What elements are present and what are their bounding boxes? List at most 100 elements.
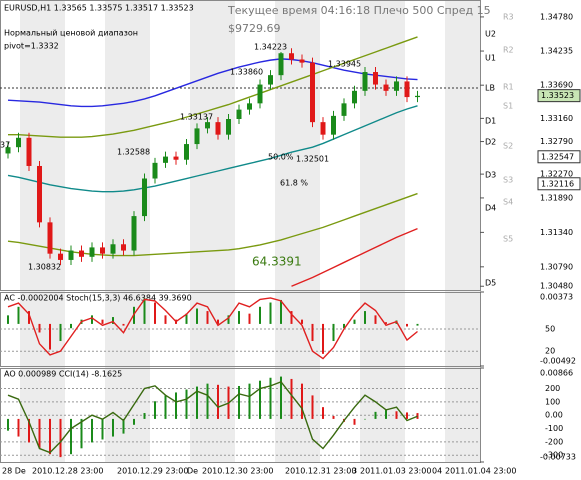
histogram-bar: [238, 385, 240, 419]
y-tick-label: 1.31890: [540, 193, 573, 202]
candle-body: [205, 122, 210, 129]
level-label: U1: [485, 54, 496, 63]
histogram-bar: [49, 323, 51, 350]
y2-tick-label: 100: [545, 397, 560, 406]
histogram-bar: [175, 392, 177, 419]
histogram-bar: [248, 313, 251, 324]
annotation: 1.33860: [230, 68, 263, 77]
candle-body: [131, 216, 137, 251]
candle-body: [226, 119, 231, 135]
candle-body: [236, 109, 242, 120]
histogram-bar: [17, 418, 20, 437]
histogram-bar: [290, 378, 293, 419]
level-label: R2: [503, 46, 514, 55]
candle-body: [5, 147, 11, 154]
x-tick-label: 28 De: [2, 467, 26, 476]
histogram-bar: [406, 323, 408, 327]
histogram-bar: [112, 317, 114, 324]
frames: [0, 0, 481, 463]
histogram-bar: [217, 384, 219, 419]
histogram-bar: [364, 311, 366, 324]
y2-tick-label: 20: [545, 347, 555, 356]
price-marker-label: 1.33523: [541, 91, 574, 100]
candle-body: [289, 53, 294, 60]
candle-body: [89, 247, 95, 257]
annotation: pivot=1.3332: [4, 42, 59, 51]
histogram-bar: [91, 315, 93, 324]
histogram-bar: [206, 383, 209, 419]
histogram-bar: [143, 413, 146, 419]
annotation: 61.8 %: [280, 179, 308, 188]
candle-body: [121, 244, 126, 251]
level-label: R3: [503, 13, 514, 22]
histogram-bar: [7, 315, 9, 324]
histogram-bar: [301, 319, 303, 324]
candle-body: [341, 103, 347, 116]
level-label: D3: [485, 171, 496, 180]
y-tick-label: 1.30480: [540, 282, 573, 291]
y-tick-label: 1.34235: [540, 47, 573, 56]
histogram-bar: [91, 418, 93, 443]
histogram-bar: [59, 418, 62, 458]
indicator-line: [8, 36, 418, 138]
candle-body: [184, 144, 189, 160]
annotation: 1.33945: [328, 60, 361, 69]
candle-body: [415, 95, 420, 98]
x-tick-label: 04: [432, 467, 442, 476]
histogram-bar: [101, 418, 104, 440]
histogram-bar: [301, 383, 303, 419]
histogram-bar: [259, 380, 261, 419]
indicator-line: [7, 192, 418, 257]
indicator-line: [7, 381, 418, 454]
histogram-bar: [343, 323, 345, 329]
y-tick-label: 1.32270: [540, 170, 573, 179]
x-tick-label: 2011.01.04 23:00: [445, 467, 516, 476]
histogram-bar: [353, 418, 356, 425]
level-label: U2: [485, 30, 496, 39]
histogram-bar: [185, 313, 188, 324]
histogram-bar: [227, 315, 230, 324]
histogram-bar: [206, 311, 209, 324]
y2-tick-label: 200: [545, 384, 560, 393]
candle-body: [152, 162, 158, 179]
y-tick-label: 0.00866: [540, 369, 573, 378]
histogram-bar: [70, 418, 72, 455]
level-label: D5: [485, 279, 496, 288]
price-marker: [537, 89, 581, 103]
candle-body: [26, 137, 32, 166]
histogram-bar: [395, 411, 398, 419]
candle-body: [37, 165, 42, 223]
histogram-bar: [406, 412, 408, 419]
candle-body: [362, 72, 368, 91]
y-tick-label: 1.30790: [540, 262, 573, 271]
histogram-bar: [196, 308, 198, 324]
histogram-bar: [353, 319, 356, 324]
y-tick-label: 1.31340: [540, 228, 573, 237]
y2-tick-label: -200: [545, 437, 563, 446]
annotation: 1.33137: [180, 113, 213, 122]
candle-body: [257, 84, 263, 104]
candle-body: [331, 115, 336, 135]
x-tick-label: 2010.12.31 23:00: [285, 467, 356, 476]
annotation: 1.32501: [296, 155, 329, 164]
histogram-bar: [269, 302, 272, 324]
candle-body: [100, 247, 105, 254]
x-tick-label: 2010.12.28 23:00: [32, 467, 103, 476]
candle-body: [142, 178, 147, 217]
histogram-bar: [17, 306, 20, 324]
histogram-bar: [385, 410, 387, 419]
histogram-bar: [196, 386, 198, 419]
annotation: 37: [0, 141, 10, 150]
histogram-bar: [122, 323, 125, 326]
histogram-bar: [280, 299, 282, 324]
candle-body: [173, 156, 179, 160]
histogram-bar: [143, 298, 146, 324]
histogram-bar: [332, 323, 335, 342]
x-tick-label: De: [187, 467, 198, 476]
histogram-bar: [385, 322, 387, 324]
candle-body: [79, 250, 84, 257]
level-label: D1: [485, 117, 496, 126]
histogram-bar: [374, 315, 377, 324]
annotation: 1.30832: [28, 263, 61, 272]
